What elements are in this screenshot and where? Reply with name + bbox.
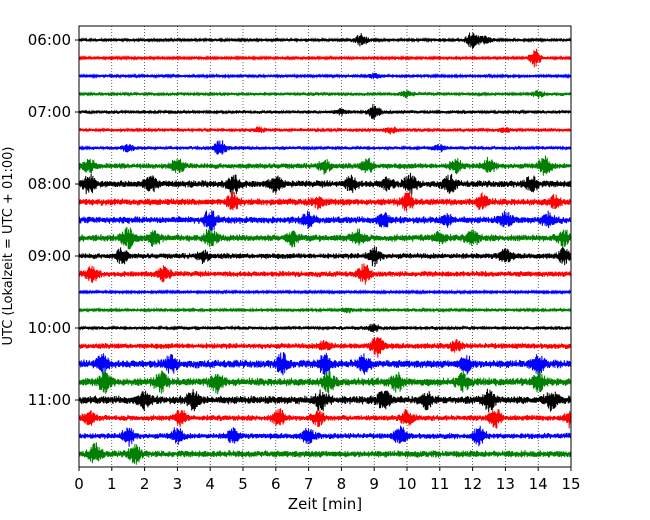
trace-1100 [78,388,572,413]
trace-0745 [78,155,572,176]
x-tick-label: 4 [205,475,215,493]
trace-0630 [78,72,572,80]
x-tick-label: 13 [496,475,515,493]
trace-0800 [78,172,572,195]
x-tick-label: 2 [140,475,150,493]
trace-layer [78,32,572,465]
trace-0600 [78,32,572,50]
x-tick-label: 14 [529,475,548,493]
y-tick-label: 11:00 [28,391,71,409]
x-tick-label: 15 [561,475,580,493]
trace-0930 [78,288,572,296]
trace-0845 [78,227,572,250]
trace-1015 [78,336,572,358]
x-tick-label: 5 [238,475,248,493]
trace-1045 [78,369,572,395]
x-tick-label: 3 [173,475,183,493]
x-tick-label: 12 [463,475,482,493]
y-ticks: 06:00 07:00 08:00 09:00 10:00 11:00 [28,31,79,409]
y-tick-label: 10:00 [28,319,71,337]
x-tick-label: 9 [369,475,379,493]
trace-1115 [78,408,572,429]
trace-0615 [78,48,572,68]
x-tick-label: 0 [74,475,84,493]
trace-1145 [78,442,572,465]
y-tick-label: 09:00 [28,247,71,265]
trace-0815 [78,191,572,212]
trace-0645 [78,89,572,99]
trace-0915 [78,263,572,285]
x-tick-label: 1 [107,475,117,493]
x-tick-label: 7 [304,475,314,493]
x-axis-label: Zeit [min] [288,495,362,513]
y-tick-label: 06:00 [28,31,71,49]
trace-0715 [78,126,572,135]
y-axis-label: UTC (Lokalzeit = UTC + 01:00) [1,147,16,346]
y-tick-label: 07:00 [28,103,71,121]
x-tick-label: 6 [271,475,281,493]
trace-0945 [78,306,572,314]
trace-0730 [78,140,572,155]
trace-1130 [78,425,572,447]
trace-0830 [78,210,572,231]
y-tick-label: 08:00 [28,175,71,193]
plot-frame [78,25,572,468]
x-tick-label: 8 [337,475,347,493]
trace-1000 [78,323,572,333]
trace-0700 [78,104,572,121]
x-ticks: 0 1 2 3 4 5 6 7 8 9 10 11 12 13 14 15 [74,467,581,493]
trace-0900 [78,246,572,267]
x-tick-label: 11 [430,475,449,493]
x-tick-label: 10 [397,475,416,493]
